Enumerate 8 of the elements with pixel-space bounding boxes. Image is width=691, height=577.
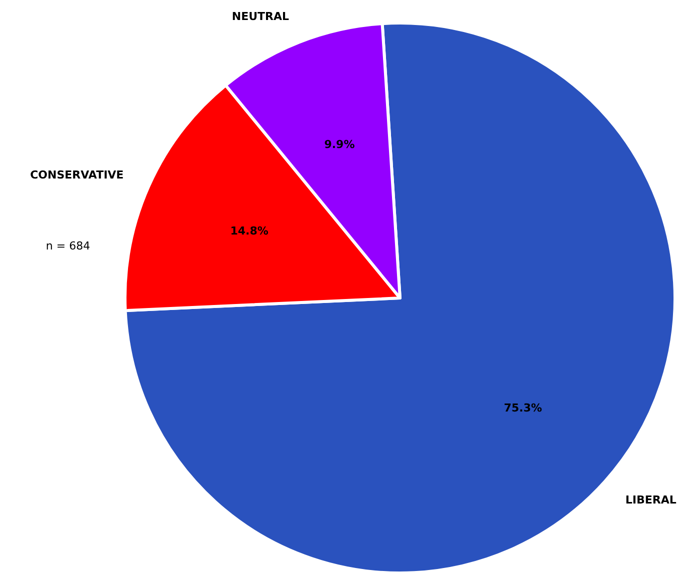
pie-slice — [124, 22, 676, 574]
data-label: 14.8% — [230, 224, 268, 238]
slice-label: LIBERAL — [625, 493, 676, 506]
data-label: 75.3% — [504, 402, 542, 415]
slice-label: CONSERVATIVE — [30, 168, 124, 182]
text: n = 684 — [46, 240, 90, 252]
slice-label: NEUTRAL — [232, 10, 290, 24]
data-label: 9.9% — [324, 138, 355, 151]
